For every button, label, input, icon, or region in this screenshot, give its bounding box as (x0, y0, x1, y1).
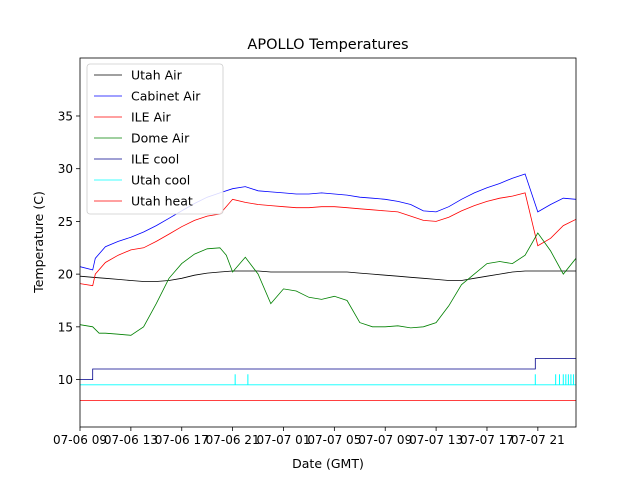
x-tick-label: 07-07 17 (460, 433, 514, 447)
series-layer (80, 173, 576, 402)
legend-label-cabinet-air: Cabinet Air (131, 89, 201, 104)
legend-label-utah-air: Utah Air (131, 68, 183, 83)
legend: Utah Air Cabinet Air ILE Air Dome Air ILE co… (86, 63, 224, 215)
y-tick-label: 30 (58, 162, 73, 176)
legend-label-utah-heat: Utah heat (131, 194, 193, 209)
series-line-utah-air (80, 270, 576, 282)
y-axis: 10 15 20 25 30 35 (58, 109, 80, 387)
x-tick-label: 07-07 21 (511, 433, 565, 447)
x-tick-label: 07-06 21 (206, 433, 260, 447)
y-tick-label: 20 (58, 268, 73, 282)
x-tick-label: 07-07 09 (358, 433, 412, 447)
legend-box (86, 63, 224, 215)
x-tick-label: 07-06 13 (104, 433, 158, 447)
y-tick-label: 35 (58, 109, 73, 123)
x-axis-label: Date (GMT) (292, 456, 364, 471)
legend-label-dome-air: Dome Air (131, 131, 190, 146)
plot-frame (79, 57, 577, 428)
series-line-ile-air (80, 192, 576, 287)
legend-label-ile-air: ILE Air (131, 110, 172, 125)
x-tick-label: 07-07 01 (257, 433, 311, 447)
x-tick-label: 07-07 05 (307, 433, 361, 447)
y-axis-label: Temperature (C) (31, 191, 46, 294)
series-line-cabinet-air (80, 173, 576, 271)
legend-label-utah-cool: Utah cool (131, 173, 190, 188)
y-tick-label: 15 (58, 320, 73, 334)
y-tick-label: 10 (58, 373, 73, 387)
series-line-ile-cool (80, 358, 576, 381)
x-tick-label: 07-06 17 (155, 433, 209, 447)
series-line-dome-air (80, 232, 576, 336)
x-tick-label: 07-07 13 (409, 433, 463, 447)
y-tick-label: 25 (58, 215, 73, 229)
legend-label-ile-cool: ILE cool (131, 152, 179, 167)
x-tick-label: 07-06 09 (53, 433, 107, 447)
chart-title: APOLLO Temperatures (247, 37, 408, 53)
